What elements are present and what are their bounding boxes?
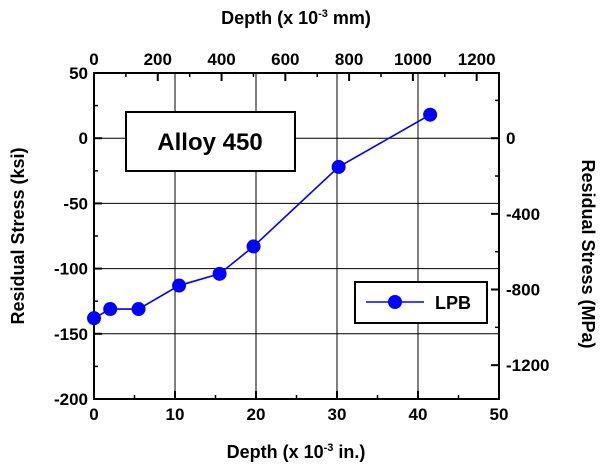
data-point	[172, 278, 187, 293]
data-point	[87, 311, 101, 326]
x-top-tick-label: 800	[335, 50, 363, 69]
y-left-tick-label: -50	[63, 194, 88, 213]
x-top-tick-label: 0	[89, 50, 98, 69]
series-lpb	[87, 107, 438, 326]
y-right-tick-label: 0	[506, 129, 515, 148]
alloy-annotation: Alloy 450	[125, 111, 296, 172]
y-left-tick-label: -150	[54, 325, 88, 344]
data-point	[331, 159, 346, 174]
legend: LPB	[354, 281, 488, 324]
y-right-tick-label: -400	[506, 205, 540, 224]
x-top-tick-label: 200	[144, 50, 172, 69]
x-bottom-tick-label: 50	[490, 405, 509, 424]
x-bottom-axis-title: Depth (x 10-3 in.)	[227, 442, 366, 462]
axis-ticks	[93, 72, 500, 400]
x-top-axis-title: Depth (x 10-3 mm)	[221, 8, 371, 28]
x-top-tick-label: 400	[207, 50, 235, 69]
y-right-tick-label: -1200	[506, 356, 549, 375]
legend-marker-sample	[388, 295, 402, 309]
x-bottom-tick-label: 30	[328, 405, 347, 424]
x-bottom-tick-label: 40	[409, 405, 428, 424]
data-point	[103, 302, 118, 317]
x-top-tick-label: 600	[271, 50, 299, 69]
annotation-text: Alloy 450	[157, 129, 262, 156]
data-point	[423, 107, 438, 122]
y-left-tick-label: 0	[79, 129, 88, 148]
y-left-tick-label: -100	[54, 260, 88, 279]
x-top-tick-label: 1000	[394, 50, 432, 69]
y-left-tick-label: -200	[54, 390, 88, 409]
x-bottom-tick-label: 20	[247, 405, 266, 424]
data-point	[131, 302, 146, 317]
x-bottom-tick-label: 10	[166, 405, 185, 424]
y-left-axis-title: Residual Stress (ksi)	[8, 147, 28, 324]
data-point	[212, 266, 227, 281]
y-right-tick-label: -800	[506, 281, 540, 300]
x-bottom-tick-label: 0	[89, 405, 98, 424]
annotation-box	[125, 111, 296, 172]
legend-label: LPB	[435, 293, 471, 313]
data-point	[246, 239, 261, 254]
y-left-tick-label: 50	[69, 64, 88, 83]
x-top-tick-label: 1200	[458, 50, 496, 69]
y-right-axis-title: Residual Stress (MPa)	[578, 159, 598, 348]
